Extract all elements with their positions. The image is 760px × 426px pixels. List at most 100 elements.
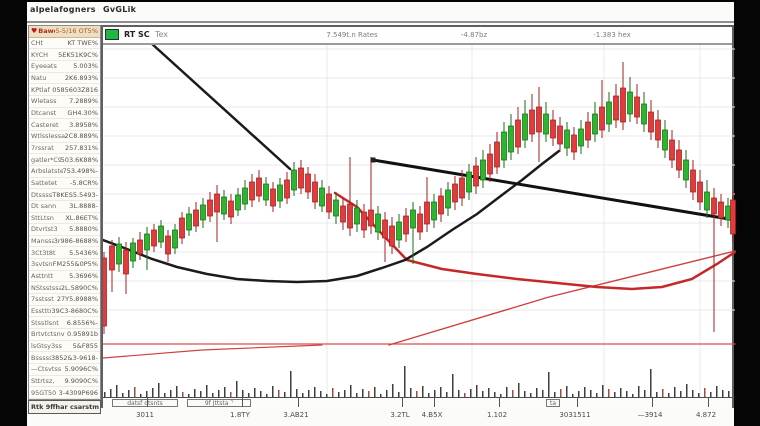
candle-body xyxy=(725,205,731,221)
candle-body xyxy=(221,196,227,215)
candle-body xyxy=(452,183,458,203)
volume-bar xyxy=(512,390,514,399)
volume-bar xyxy=(434,390,436,399)
axis-tick xyxy=(708,398,709,407)
sidebar-row[interactable]: Natu 2K6.893% xyxy=(29,73,100,85)
sidebar-row[interactable]: Dtcanst GH4.30% xyxy=(29,108,100,120)
sidebar-row[interactable]: NStsstssay2L.5890C% xyxy=(29,282,100,295)
axis-range-box[interactable]: ta xyxy=(546,399,560,407)
volume-bar xyxy=(236,381,238,399)
row-value: 3-4309P696 xyxy=(58,388,98,397)
volume-bar xyxy=(590,390,592,399)
candle-body xyxy=(263,183,269,201)
sidebar-row[interactable]: lsGtsy3ss 5&F855 xyxy=(29,341,100,353)
row-label: Stsstlsnt xyxy=(31,318,59,327)
sidebar-row[interactable]: Dtvrtst3 5.8880% xyxy=(29,224,100,236)
tab-gvglik[interactable]: GvGLik xyxy=(103,5,137,14)
sidebar-row[interactable]: 7rssrat 257.831% xyxy=(29,143,100,155)
volume-bar xyxy=(482,391,484,399)
volume-bar xyxy=(416,391,418,399)
sidebar-row[interactable]: Wtlsslessa 2C8.889% xyxy=(29,131,100,143)
sidebar-row[interactable]: Brtvtctsnv 0.95891b xyxy=(29,329,100,341)
sidebar-row[interactable]: Casteret 3.8958% xyxy=(29,119,100,131)
row-label: Arbslatstes xyxy=(31,167,63,176)
row-value: 3r986-8688% xyxy=(53,237,98,246)
candle-body xyxy=(347,203,353,229)
volume-bar xyxy=(266,394,268,399)
sidebar-footer: Rtk 9ffhar csarstm xyxy=(28,400,101,414)
price-chart[interactable] xyxy=(103,27,736,410)
sidebar-row[interactable]: SttLtsn XL.86ET% xyxy=(29,213,100,225)
x-axis-label: 1.8TY xyxy=(230,411,250,419)
sidebar-row[interactable]: 3svtsnt FM255&0P5% xyxy=(29,259,100,271)
row-value: 5&F855 xyxy=(72,342,98,351)
volume-bar xyxy=(620,388,622,399)
sidebar-row[interactable]: 3Ct3t8t 5.5436% xyxy=(29,247,100,260)
candle-body xyxy=(648,111,654,133)
candle-body xyxy=(165,235,171,255)
sidebar-row[interactable]: Dt sann 3L.8888- xyxy=(29,201,100,213)
x-axis-label: —3914 xyxy=(637,411,663,419)
tab-alpelafogners[interactable]: alpelafogners xyxy=(30,5,96,14)
row-value: 5-5/16 OT5% xyxy=(55,27,98,36)
chart-legend-row: RT SC Tex 7.549t.n Rates -4.87bz -1.383 he… xyxy=(103,27,732,45)
candle-body xyxy=(424,201,430,225)
volume-bar xyxy=(254,388,256,399)
sidebar-row[interactable]: DtssssaT8KES5.5493- xyxy=(29,189,100,201)
sidebar-row[interactable]: KYCH 5EK51K9C% xyxy=(29,49,100,61)
row-value: -5.8CR% xyxy=(70,178,98,187)
volume-bar xyxy=(668,393,670,399)
volume-bar xyxy=(428,393,430,399)
sidebar-row[interactable]: ♥Bawoan5-5/16 OT5% xyxy=(29,26,100,38)
series-suffix: Tex xyxy=(155,30,169,39)
candle-body xyxy=(109,245,115,271)
volume-bar xyxy=(296,389,298,399)
row-label: Manssat xyxy=(31,237,54,246)
volume-bar xyxy=(104,392,106,399)
row-label: Dtvrtst3 xyxy=(31,225,58,234)
row-label: gatler*C9K3 xyxy=(31,155,61,164)
sidebar-row[interactable]: Sattetet -5.8CR% xyxy=(29,178,100,190)
sidebar-row[interactable]: Stsstlsnt 6.8556%- xyxy=(29,317,100,330)
volume-bar xyxy=(410,388,412,399)
candle-body xyxy=(291,169,297,191)
sidebar-row[interactable]: Arbslatstes753.498%- xyxy=(29,166,100,178)
sidebar-row[interactable]: gatler*C9K3503.6K88% xyxy=(29,154,100,166)
row-label: Wtlsslessa xyxy=(31,132,65,141)
sidebar-row[interactable]: Eyeeats 5.003% xyxy=(29,61,100,73)
candle-body xyxy=(627,91,633,115)
volume-bar xyxy=(308,390,310,399)
candle-body xyxy=(123,249,129,275)
candle-body xyxy=(543,113,549,135)
candle-body xyxy=(466,171,472,193)
sidebar-row[interactable]: Esstttn 39C3-8680C% xyxy=(29,306,100,318)
row-label: 7sstsst xyxy=(31,295,54,304)
row-label: Eyeeats xyxy=(31,62,57,71)
volume-bar xyxy=(614,392,616,399)
axis-range-box[interactable]: 9f Jttsta ⌝ xyxy=(187,399,251,407)
candle-body xyxy=(375,213,381,233)
sidebar-row[interactable]: Bsssss8t3852&3-9618- xyxy=(29,352,100,365)
titlebar: alpelafogners GvGLik xyxy=(27,2,734,23)
candle-body xyxy=(662,129,668,151)
sidebar-row[interactable]: Manssat3r986-8688% xyxy=(29,236,100,248)
row-label: Sttrtsz, xyxy=(31,377,55,386)
sidebar-row[interactable]: CHt KT TWE% xyxy=(29,38,100,50)
x-axis-label: 3031511 xyxy=(559,411,591,419)
candle-body xyxy=(690,169,696,193)
sidebar-row[interactable]: 95GT50 3-4309P696 xyxy=(29,387,100,399)
row-value: 0585603Z816 xyxy=(52,85,98,94)
sidebar-row[interactable]: Sttrtsz, 9.9090C% xyxy=(29,376,100,388)
row-label: Dtssssa xyxy=(31,190,53,199)
row-value: 9.9090C% xyxy=(64,377,98,386)
sidebar-row[interactable]: —Ctsvtss 5.9096C% xyxy=(29,364,100,376)
sidebar-row[interactable]: 7sstsst 27Y5.8988% xyxy=(29,294,100,306)
volume-bar xyxy=(338,392,340,399)
sidebar-row[interactable]: Wletass 7.2889% xyxy=(29,96,100,108)
chart-panel[interactable]: RT SC Tex 7.549t.n Rates -4.87bz -1.383 he… xyxy=(101,25,736,410)
row-value: KT TWE% xyxy=(67,38,98,47)
sidebar-row[interactable]: KPtlaf 0585603Z816 xyxy=(29,84,100,96)
axis-range-box[interactable]: datsf dtsnts xyxy=(112,399,178,407)
sidebar-row[interactable]: Asttntt 5.3696% xyxy=(29,271,100,283)
volume-bar xyxy=(176,386,178,399)
